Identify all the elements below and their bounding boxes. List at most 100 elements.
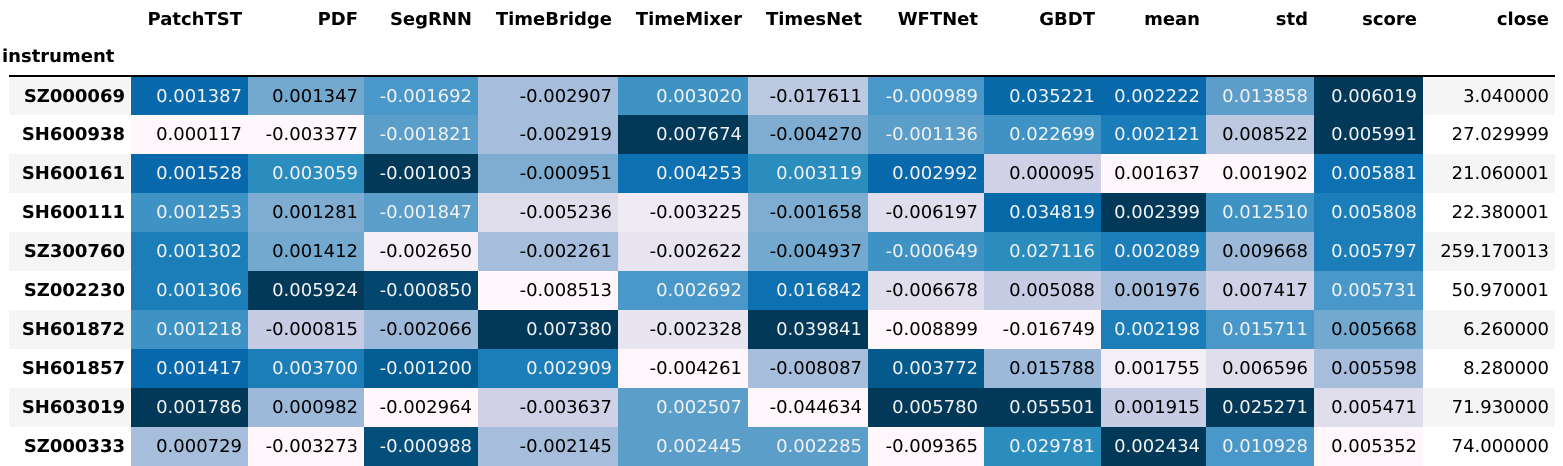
cell-segrnn: -0.001200 [364, 349, 478, 388]
cell-timebridge: -0.003637 [478, 388, 618, 427]
cell-wftnet: -0.000649 [868, 232, 984, 271]
cell-mean: 0.002089 [1101, 232, 1206, 271]
index-header-spacer [1314, 38, 1423, 77]
cell-pdf: 0.003059 [248, 154, 364, 193]
cell-mean: 0.002198 [1101, 310, 1206, 349]
cell-patchtst: 0.001786 [131, 388, 248, 427]
column-header-close: close [1423, 0, 1555, 38]
cell-wftnet: -0.006678 [868, 271, 984, 310]
cell-gbdt: 0.034819 [984, 193, 1101, 232]
cell-gbdt: 0.015788 [984, 349, 1101, 388]
cell-patchtst: 0.001528 [131, 154, 248, 193]
cell-score: 0.005881 [1314, 154, 1423, 193]
index-header-spacer [1423, 38, 1555, 77]
cell-timemixer: 0.002507 [618, 388, 748, 427]
cell-timemixer: 0.003020 [618, 76, 748, 115]
column-header-patchtst: PatchTST [131, 0, 248, 38]
cell-mean: 0.001755 [1101, 349, 1206, 388]
cell-score: 0.005797 [1314, 232, 1423, 271]
cell-score: 0.005731 [1314, 271, 1423, 310]
cell-timemixer: 0.002445 [618, 427, 748, 466]
cell-close: 71.930000 [1423, 388, 1555, 427]
cell-score: 0.005352 [1314, 427, 1423, 466]
cell-pdf: 0.001412 [248, 232, 364, 271]
column-header-wftnet: WFTNet [868, 0, 984, 38]
cell-timesnet: -0.001658 [748, 193, 868, 232]
table-row: SH603019 0.001786 0.000982 -0.002964 -0.0036… [9, 388, 1555, 427]
cell-close: 74.000000 [1423, 427, 1555, 466]
cell-wftnet: -0.001136 [868, 115, 984, 154]
row-label-instrument: SH600111 [9, 193, 131, 232]
index-header-spacer [478, 38, 618, 77]
index-header-spacer [984, 38, 1101, 77]
cell-timesnet: -0.008087 [748, 349, 868, 388]
cell-std: 0.008522 [1206, 115, 1314, 154]
cell-gbdt: 0.055501 [984, 388, 1101, 427]
cell-timemixer: 0.004253 [618, 154, 748, 193]
row-label-instrument: SH600938 [9, 115, 131, 154]
cell-close: 21.060001 [1423, 154, 1555, 193]
cell-timebridge: -0.002261 [478, 232, 618, 271]
table-row: SZ000069 0.001387 0.001347 -0.001692 -0.0029… [9, 76, 1555, 115]
cell-segrnn: -0.002066 [364, 310, 478, 349]
cell-pdf: -0.003377 [248, 115, 364, 154]
cell-patchtst: 0.001387 [131, 76, 248, 115]
cell-mean: 0.002121 [1101, 115, 1206, 154]
row-label-instrument: SZ300760 [9, 232, 131, 271]
cell-timemixer: 0.002692 [618, 271, 748, 310]
cell-mean: 0.001637 [1101, 154, 1206, 193]
cell-close: 27.029999 [1423, 115, 1555, 154]
cell-std: 0.012510 [1206, 193, 1314, 232]
index-header-row: instrument [2, 38, 1555, 77]
table-row: SH601872 0.001218 -0.000815 -0.002066 0.0073… [9, 310, 1555, 349]
cell-wftnet: -0.006197 [868, 193, 984, 232]
cell-timemixer: -0.004261 [618, 349, 748, 388]
row-label-instrument: SZ000333 [9, 427, 131, 466]
cell-close: 6.260000 [1423, 310, 1555, 349]
cell-std: 0.006596 [1206, 349, 1314, 388]
table-row: SH600111 0.001253 0.001281 -0.001847 -0.0052… [9, 193, 1555, 232]
cell-std: 0.001902 [1206, 154, 1314, 193]
column-header-segrnn: SegRNN [364, 0, 478, 38]
index-header-spacer [748, 38, 868, 77]
cell-timesnet: 0.002285 [748, 427, 868, 466]
cell-patchtst: 0.001306 [131, 271, 248, 310]
cell-std: 0.010928 [1206, 427, 1314, 466]
cell-score: 0.006019 [1314, 76, 1423, 115]
cell-gbdt: -0.016749 [984, 310, 1101, 349]
table-row: SZ002230 0.001306 0.005924 -0.000850 -0.0085… [9, 271, 1555, 310]
cell-gbdt: 0.000095 [984, 154, 1101, 193]
cell-patchtst: 0.001253 [131, 193, 248, 232]
row-label-instrument: SH601857 [9, 349, 131, 388]
cell-timebridge: -0.002907 [478, 76, 618, 115]
cell-wftnet: -0.000989 [868, 76, 984, 115]
cell-segrnn: -0.002650 [364, 232, 478, 271]
cell-pdf: 0.001347 [248, 76, 364, 115]
index-header-spacer [131, 38, 248, 77]
column-header-score: score [1314, 0, 1423, 38]
cell-timemixer: -0.003225 [618, 193, 748, 232]
table-row: SH600938 0.000117 -0.003377 -0.001821 -0.002… [9, 115, 1555, 154]
cell-wftnet: 0.003772 [868, 349, 984, 388]
cell-mean: 0.002222 [1101, 76, 1206, 115]
cell-pdf: -0.003273 [248, 427, 364, 466]
cell-mean: 0.001976 [1101, 271, 1206, 310]
column-header-pdf: PDF [248, 0, 364, 38]
cell-timebridge: 0.002909 [478, 349, 618, 388]
cell-score: 0.005598 [1314, 349, 1423, 388]
cell-segrnn: -0.002964 [364, 388, 478, 427]
cell-segrnn: -0.001821 [364, 115, 478, 154]
cell-gbdt: 0.035221 [984, 76, 1101, 115]
cell-std: 0.007417 [1206, 271, 1314, 310]
cell-pdf: 0.001281 [248, 193, 364, 232]
column-header-mean: mean [1101, 0, 1206, 38]
cell-segrnn: -0.001003 [364, 154, 478, 193]
cell-timebridge: 0.007380 [478, 310, 618, 349]
cell-wftnet: -0.008899 [868, 310, 984, 349]
cell-close: 3.040000 [1423, 76, 1555, 115]
cell-pdf: 0.003700 [248, 349, 364, 388]
cell-mean: 0.001915 [1101, 388, 1206, 427]
table-row: SH601857 0.001417 0.003700 -0.001200 0.00290… [9, 349, 1555, 388]
cell-std: 0.013858 [1206, 76, 1314, 115]
